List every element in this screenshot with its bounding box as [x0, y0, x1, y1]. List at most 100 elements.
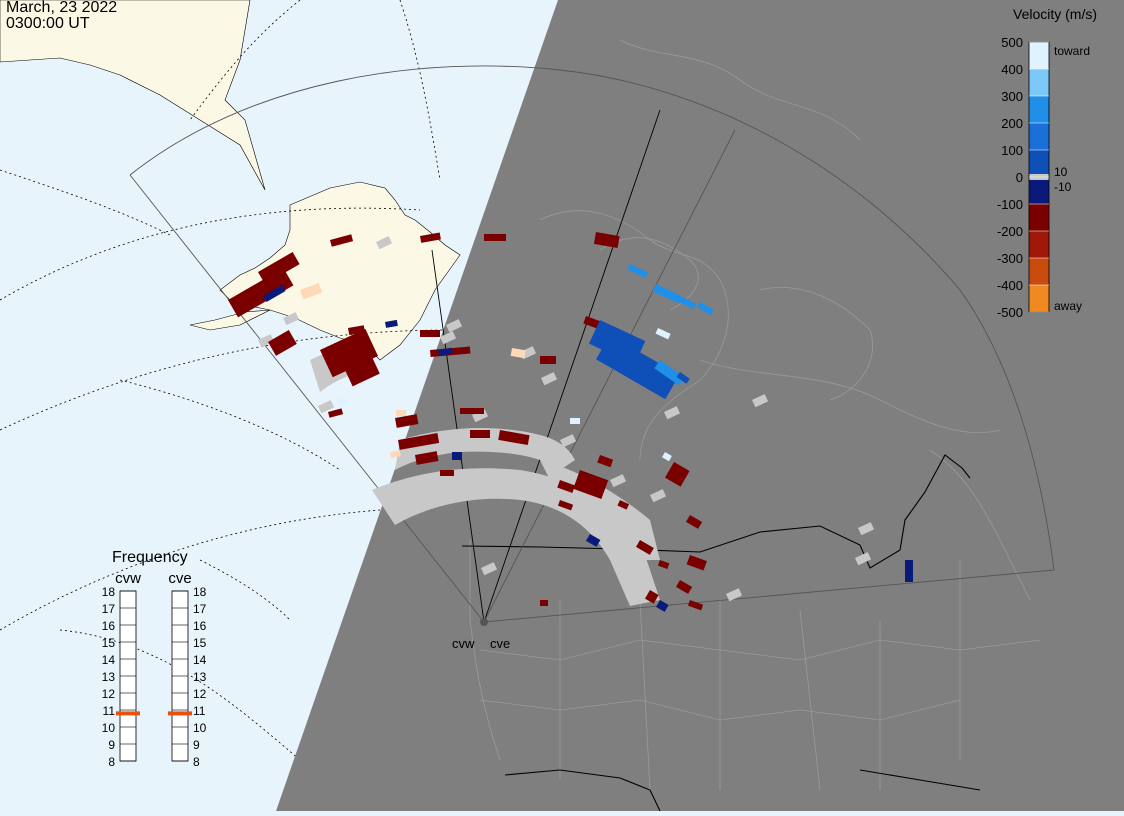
- velocity-scale-title: Velocity (m/s): [1013, 6, 1098, 22]
- radar-fov: [129, 65, 1055, 623]
- fov-outer-arc: [129, 65, 1055, 571]
- colorbar-tick-label: 300: [1001, 89, 1023, 104]
- velocity-echo-cell: [320, 328, 378, 378]
- velocity-echo-cell: [686, 555, 707, 571]
- ground-scatter-cell: [600, 504, 617, 518]
- radar-site-marker: [480, 618, 488, 626]
- colorbar-segment: [1029, 69, 1049, 96]
- frequency-scale-label: 10: [102, 721, 116, 735]
- night-geography-outlines: [469, 39, 1041, 791]
- velocity-echo-cell: [617, 500, 630, 510]
- velocity-echo-cell: [344, 357, 380, 387]
- ground-scatter-cell: [481, 562, 498, 576]
- velocity-echo-cell: [328, 408, 344, 418]
- colorbar-tick-label: -200: [997, 224, 1023, 239]
- aleutian-peninsula: [189, 309, 271, 331]
- velocity-echo-cell: [470, 430, 490, 438]
- colorbar-segment: [1029, 123, 1049, 150]
- ground-scatter-cell: [440, 331, 457, 345]
- velocity-echo-cell: [540, 356, 556, 364]
- ground-scatter-region: [395, 428, 575, 470]
- cve-center-beam: [483, 129, 736, 623]
- ground-scatter-cell: [258, 334, 275, 348]
- velocity-echo-cell: [329, 234, 354, 247]
- ground-scatter-cell: [318, 400, 335, 414]
- lat-lon-grid: [0, 0, 451, 761]
- velocity-echo-cell: [460, 408, 484, 414]
- radar-label-cvw: cvw: [452, 636, 475, 651]
- velocity-echo-layer: [227, 231, 913, 612]
- velocity-echo-cell: [300, 283, 323, 300]
- radar-label-cve: cve: [490, 636, 511, 651]
- velocity-echo-cell: [627, 264, 649, 278]
- velocity-echo-cell: [636, 539, 654, 555]
- velocity-echo-cell: [257, 251, 300, 285]
- velocity-echo-cell: [677, 295, 697, 310]
- colorbar-segment: [1029, 177, 1049, 204]
- frequency-scale-label: 18: [102, 585, 116, 599]
- velocity-echo-cell: [686, 515, 703, 529]
- frequency-scale-label: 16: [102, 619, 116, 633]
- velocity-echo-cell: [484, 234, 506, 241]
- ground-scatter-cell: [632, 532, 649, 546]
- velocity-echo-cell: [452, 452, 462, 460]
- colorbar-plus10-label: 10: [1054, 165, 1068, 179]
- colorbar-minus10-label: -10: [1054, 180, 1072, 194]
- velocity-echo-cell: [697, 302, 714, 316]
- velocity-echo-cell: [385, 319, 398, 328]
- frequency-scale-label: 12: [102, 687, 116, 701]
- colorbar-segment: [1029, 150, 1049, 177]
- velocity-echo-cell: [665, 462, 690, 487]
- velocity-echo-cell: [905, 560, 913, 582]
- ground-scatter-cell: [650, 489, 667, 503]
- frequency-scale-label: 9: [193, 738, 200, 752]
- colorbar-segment: [1029, 258, 1049, 285]
- velocity-echo-cell: [510, 348, 526, 359]
- siberia-landmass: [0, 0, 266, 191]
- colorbar-away-label: away: [1054, 299, 1082, 313]
- frequency-scale-label: 17: [193, 602, 207, 616]
- colorbar-tick-label: 100: [1001, 143, 1023, 158]
- frequency-scale-label: 14: [193, 653, 207, 667]
- frequency-scale-label: 16: [193, 619, 207, 633]
- velocity-echo-cell: [420, 330, 440, 337]
- velocity-echo-cell: [676, 580, 693, 594]
- ground-scatter-cell: [752, 394, 769, 408]
- frequency-scale-label: 15: [102, 636, 116, 650]
- velocity-echo-cell: [597, 455, 614, 468]
- frequency-scale-label: 12: [193, 687, 207, 701]
- velocity-echo-cell: [656, 599, 669, 612]
- ground-scatter-cell: [610, 474, 627, 488]
- colorbar-tick-label: 200: [1001, 116, 1023, 131]
- velocity-echo-cell: [557, 499, 574, 511]
- velocity-echo-cell: [227, 268, 294, 318]
- frequency-scale-label: 17: [102, 602, 116, 616]
- colorbar-tick-label: 400: [1001, 62, 1023, 77]
- colorbar-tick-label: -400: [997, 278, 1023, 293]
- frequency-indicator: [116, 711, 140, 716]
- ground-scatter-cell: [560, 434, 577, 448]
- velocity-echo-cell: [498, 430, 530, 446]
- velocity-echo-cell: [593, 231, 620, 248]
- colorbar-segment: [1029, 42, 1049, 69]
- frequency-scale-label: 15: [193, 636, 207, 650]
- ground-scatter-cell: [472, 409, 489, 423]
- ground-scatter-cell: [376, 236, 393, 250]
- frequency-radar-name: cvw: [115, 570, 141, 587]
- velocity-echo-cell: [557, 480, 576, 493]
- frequency-scale-label: 8: [108, 755, 115, 769]
- velocity-echo-cell: [596, 335, 680, 400]
- velocity-echo-cell: [655, 327, 671, 340]
- frequency-scale-label: 10: [193, 721, 207, 735]
- velocity-echo-cell: [389, 450, 401, 458]
- velocity-echo-cell: [570, 418, 580, 424]
- velocity-echo-cell: [437, 347, 453, 356]
- frequency-title: Frequency: [112, 549, 188, 566]
- frequency-indicator: [168, 711, 192, 716]
- colorbar-tick-label: 0: [1016, 170, 1023, 185]
- velocity-echo-cell: [268, 330, 297, 356]
- colorbar-segment: [1029, 285, 1049, 312]
- ground-scatter-cell: [446, 319, 463, 333]
